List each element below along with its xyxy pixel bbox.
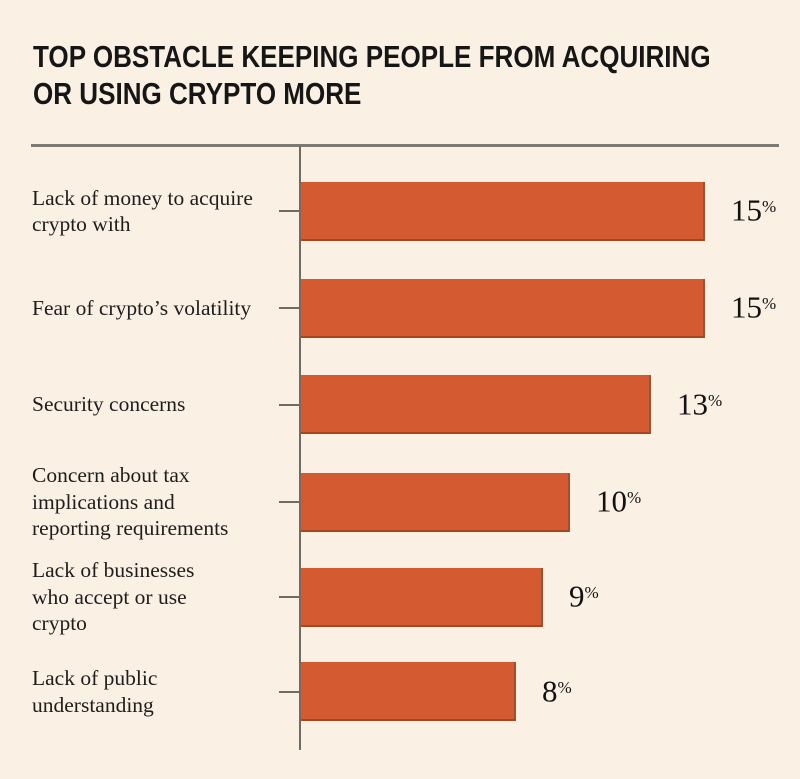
value-label: 13% xyxy=(677,386,722,422)
value-number: 9 xyxy=(569,578,585,614)
category-label: Fear of crypto’s volatility xyxy=(32,260,282,356)
value-number: 10 xyxy=(596,483,627,519)
bar-row: Lack of money to acquire crypto with 15% xyxy=(0,163,800,259)
tick-mark xyxy=(279,690,300,693)
bar-row: Concern about tax implications and repor… xyxy=(0,454,800,550)
category-label: Lack of money to acquire crypto with xyxy=(32,163,282,259)
category-label-line: Security concerns xyxy=(32,392,186,417)
category-label-line: understanding xyxy=(32,692,154,717)
value-label: 15% xyxy=(731,289,776,325)
bar-row: Lack of businesses who accept or use cry… xyxy=(0,549,800,645)
percent-sign: % xyxy=(762,293,777,313)
tick-mark xyxy=(279,403,300,406)
percent-sign: % xyxy=(708,390,723,410)
bar xyxy=(301,181,705,241)
percent-sign: % xyxy=(584,582,599,602)
bar xyxy=(301,278,705,338)
bar xyxy=(301,472,570,532)
value-number: 15 xyxy=(731,289,762,325)
category-label: Lack of public understanding xyxy=(32,644,282,740)
category-label-line: Fear of crypto’s volatility xyxy=(32,295,252,320)
bar-row: Lack of public understanding 8% xyxy=(0,644,800,740)
category-label-line: reporting requirements xyxy=(32,516,229,541)
title-line-2: OR USING CRYPTO MORE xyxy=(33,76,362,111)
bar xyxy=(301,375,651,434)
value-label: 15% xyxy=(731,192,776,228)
value-label: 9% xyxy=(569,578,599,614)
percent-sign: % xyxy=(762,196,777,216)
category-label: Security concerns xyxy=(32,357,282,453)
value-number: 8 xyxy=(542,672,558,708)
bar xyxy=(301,567,543,627)
value-number: 15 xyxy=(731,192,762,228)
category-label-line: who accept or use xyxy=(32,584,187,609)
category-label-line: Lack of money to acquire xyxy=(32,185,253,210)
tick-mark xyxy=(279,210,300,212)
value-label: 8% xyxy=(542,673,572,709)
value-label: 10% xyxy=(596,483,641,519)
category-label-line: Concern about tax xyxy=(32,463,190,488)
percent-sign: % xyxy=(557,677,572,697)
top-rule xyxy=(31,144,779,147)
value-number: 13 xyxy=(677,385,708,421)
category-label-line: Lack of businesses xyxy=(32,558,195,583)
tick-mark xyxy=(279,596,300,598)
tick-mark xyxy=(279,501,300,503)
bar xyxy=(301,662,516,721)
tick-mark xyxy=(279,307,300,309)
bar-row: Fear of crypto’s volatility 15% xyxy=(0,260,800,356)
category-label-line: crypto with xyxy=(32,212,131,236)
category-label-line: implications and xyxy=(32,489,175,514)
page-title: TOP OBSTACLE KEEPING PEOPLE FROM ACQUIRI… xyxy=(33,38,789,112)
category-label-line: Lack of public xyxy=(32,666,158,690)
title-line-1: TOP OBSTACLE KEEPING PEOPLE FROM ACQUIRI… xyxy=(33,39,711,74)
category-label: Concern about tax implications and repor… xyxy=(32,454,282,550)
y-axis-line xyxy=(299,146,301,750)
bar-row: Security concerns 13% xyxy=(0,357,800,453)
percent-sign: % xyxy=(627,487,642,507)
category-label: Lack of businesses who accept or use cry… xyxy=(32,549,282,645)
category-label-line: crypto xyxy=(32,611,87,636)
